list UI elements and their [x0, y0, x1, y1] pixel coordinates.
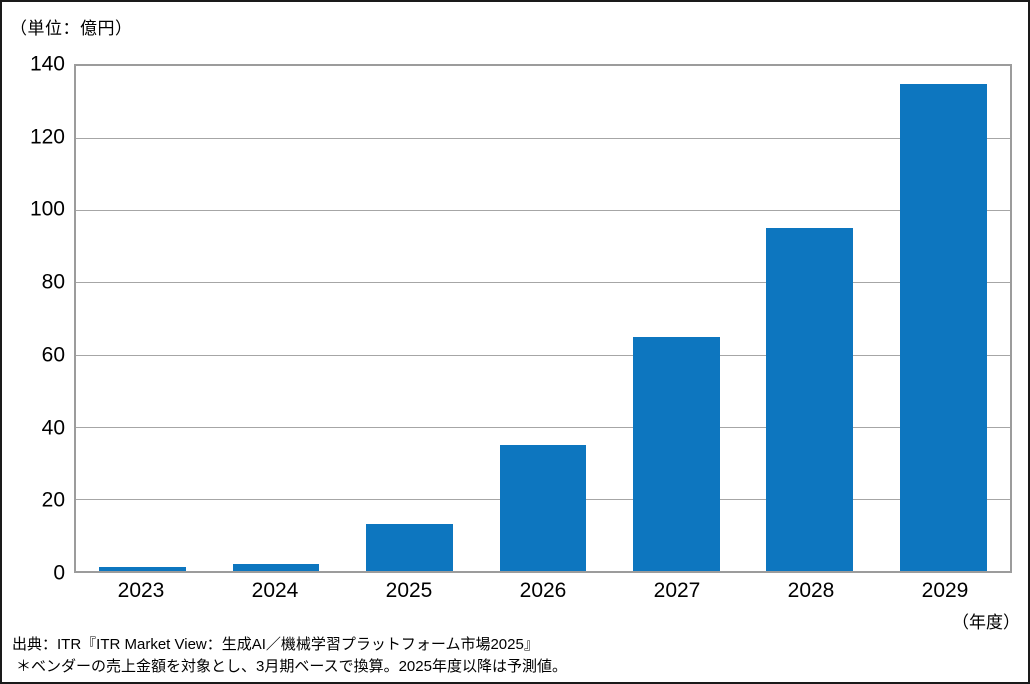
y-tick-label-120: 120 — [29, 125, 65, 149]
x-tick-label-2028: 2028 — [787, 579, 835, 602]
x-tick-label-2024: 2024 — [251, 579, 299, 602]
footnote-text: ＊ベンダーの売上金額を対象とし、3月期ベースで換算。2025年度以降は予測値。 — [16, 658, 567, 675]
gridline-40 — [76, 426, 1010, 428]
y-axis-tick-labels: 0 20 40 60 80 100 120 140 — [2, 54, 65, 584]
x-tick-label-2025: 2025 — [385, 579, 433, 602]
x-tick-label-2023: 2023 — [117, 579, 165, 602]
y-axis-unit-label: （単位：億円） — [10, 19, 133, 38]
bar-2023 — [99, 567, 187, 571]
y-tick-label-60: 60 — [41, 343, 65, 367]
bar-2024 — [232, 563, 320, 571]
y-tick-label-140: 140 — [29, 52, 65, 76]
y-tick-label-80: 80 — [41, 270, 65, 294]
gridline-100 — [76, 210, 1010, 212]
gridline-120 — [76, 138, 1010, 140]
x-tick-label-2026: 2026 — [519, 579, 567, 602]
bar-2027 — [633, 336, 720, 571]
y-tick-label-20: 20 — [41, 488, 65, 512]
bar-2028 — [766, 228, 854, 571]
gridline-80 — [76, 282, 1010, 284]
x-tick-label-2029: 2029 — [921, 579, 969, 602]
bar-2026 — [499, 444, 587, 571]
x-axis-tick-labels: 2023 2024 2025 2026 2027 2028 2029 — [74, 579, 1012, 603]
plot-area — [74, 64, 1012, 573]
y-tick-label-0: 0 — [53, 561, 65, 585]
y-tick-label-100: 100 — [29, 197, 65, 221]
y-tick-label-40: 40 — [41, 416, 65, 440]
x-axis-unit-label: （年度） — [952, 613, 1020, 632]
bar-2029 — [899, 84, 987, 571]
source-note: 出典：ITR『ITR Market View：生成AI／機械学習プラットフォーム… — [12, 634, 567, 678]
gridline-60 — [76, 354, 1010, 356]
bar-2025 — [366, 524, 453, 571]
x-tick-label-2027: 2027 — [653, 579, 701, 602]
source-text: 出典：ITR『ITR Market View：生成AI／機械学習プラットフォーム… — [12, 636, 539, 653]
